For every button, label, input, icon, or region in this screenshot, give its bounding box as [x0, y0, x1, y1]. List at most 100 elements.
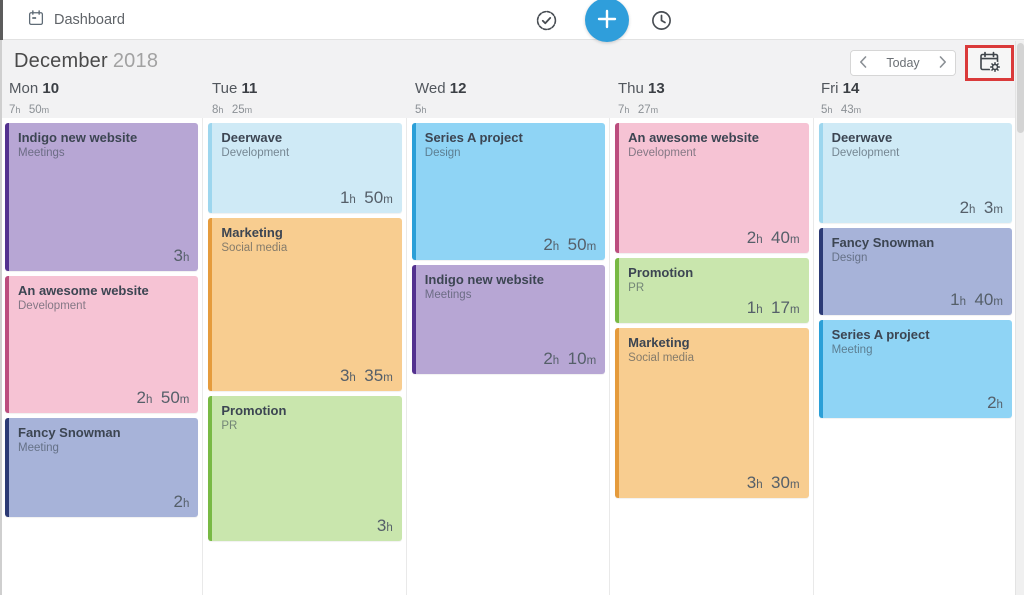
- day-column-thu: An awesome website Development 2h 40m Promo…: [610, 118, 814, 595]
- year-label: 2018: [112, 50, 159, 72]
- event-card[interactable]: Series A project Meeting 2h: [818, 320, 1012, 418]
- event-duration: 3h: [376, 516, 393, 535]
- event-title: Marketing: [628, 335, 690, 350]
- timer-clock-button[interactable]: [649, 8, 673, 32]
- event-category: Development: [831, 147, 900, 160]
- window-edge-dark: [0, 0, 3, 40]
- event-card[interactable]: Fancy Snowman Meeting 2h: [5, 418, 199, 517]
- day-label: Thu 13: [618, 80, 665, 97]
- event-category: Design: [424, 147, 461, 160]
- day-header-wed: Wed 12 5h: [406, 80, 609, 118]
- event-category: Meetings: [18, 147, 65, 160]
- event-card[interactable]: Series A project Design 2h 50m: [411, 123, 606, 260]
- event-duration: 2h 3m: [959, 198, 1003, 217]
- day-label: Wed 12: [415, 80, 467, 97]
- event-title: Deerwave: [221, 130, 283, 145]
- dashboard-calendar-icon: [27, 9, 45, 32]
- event-title: Marketing: [221, 225, 283, 240]
- page-title: Dashboard: [54, 12, 125, 28]
- event-duration: 3h 30m: [746, 473, 800, 492]
- event-card[interactable]: Deerwave Development 1h 50m: [208, 123, 402, 213]
- day-column-mon: Indigo new website Meetings 3h An awesome w…: [0, 118, 204, 595]
- event-title: Series A project: [831, 327, 930, 342]
- vertical-scrollbar[interactable]: [1015, 41, 1024, 595]
- day-total: 8h 25m: [212, 104, 253, 116]
- event-title: Deerwave: [831, 130, 893, 145]
- event-card[interactable]: An awesome website Development 2h 40m: [615, 123, 809, 253]
- event-title: Series A project: [424, 130, 523, 145]
- day-column-wed: Series A project Design 2h 50m Indigo new w…: [407, 118, 611, 595]
- month-label: December: [14, 50, 108, 72]
- day-header-fri: Fri 14 5h 43m: [812, 80, 1015, 118]
- event-card[interactable]: An awesome website Development 2h 50m: [5, 276, 199, 413]
- date-nav-group: Today: [850, 50, 956, 76]
- calendar-settings-button[interactable]: [970, 48, 1010, 78]
- prev-week-button[interactable]: [851, 51, 875, 75]
- week-board: Indigo new website Meetings 3h An awesome w…: [0, 118, 1017, 595]
- chevron-left-icon: [859, 55, 867, 71]
- event-category: Development: [18, 300, 86, 313]
- day-label: Fri 14: [821, 80, 860, 97]
- event-card[interactable]: Deerwave Development 2h 3m: [818, 123, 1012, 223]
- day-label: Tue 11: [212, 80, 258, 97]
- event-duration: 2h: [173, 492, 190, 511]
- day-column-tue: Deerwave Development 1h 50m Marketing Social…: [203, 118, 407, 595]
- day-total: 7h 50m: [9, 104, 50, 116]
- event-title: Promotion: [221, 403, 287, 418]
- event-duration: 2h 50m: [543, 235, 597, 254]
- calendar-gear-icon: [978, 50, 1002, 77]
- event-card[interactable]: Fancy Snowman Design 1h 40m: [818, 228, 1012, 315]
- day-header-row: Mon 10 7h 50m Tue 11 8h 25m Wed 12 5h Thu 13 7h…: [0, 80, 1015, 118]
- day-label: Mon 10: [9, 80, 60, 97]
- event-card[interactable]: Indigo new website Meetings 3h: [5, 123, 199, 271]
- day-total: 7h 27m: [618, 104, 659, 116]
- top-bar: Dashboard: [0, 0, 1024, 42]
- event-category: Development: [221, 147, 290, 160]
- event-category: Social media: [628, 352, 695, 365]
- event-card[interactable]: Marketing Social media 3h 30m: [615, 328, 809, 498]
- day-column-fri: Deerwave Development 2h 3m Fancy Snowman Des…: [814, 118, 1017, 595]
- next-week-button[interactable]: [931, 51, 955, 75]
- day-total: 5h 43m: [821, 104, 862, 116]
- event-title: An awesome website: [628, 130, 759, 145]
- calendar-header: December 2018 Today: [0, 40, 1024, 118]
- event-title: Fancy Snowman: [18, 425, 121, 440]
- day-header-tue: Tue 11 8h 25m: [203, 80, 406, 118]
- event-category: Design: [831, 252, 868, 265]
- window-edge-light: [0, 40, 2, 595]
- event-category: PR: [628, 282, 645, 295]
- add-entry-button[interactable]: [585, 0, 629, 42]
- event-duration: 1h 50m: [339, 188, 393, 207]
- event-category: PR: [221, 420, 238, 433]
- event-duration: 3h 35m: [339, 366, 393, 385]
- event-card[interactable]: Promotion PR 3h: [208, 396, 402, 541]
- app-brand: Dashboard: [27, 0, 125, 40]
- today-button[interactable]: Today: [875, 51, 931, 75]
- event-title: Indigo new website: [424, 272, 544, 287]
- event-title: Indigo new website: [18, 130, 138, 145]
- event-category: Development: [628, 147, 696, 160]
- event-duration: 1h 40m: [950, 290, 1003, 309]
- day-header-thu: Thu 13 7h 27m: [609, 80, 812, 118]
- scrollbar-thumb[interactable]: [1017, 43, 1024, 133]
- event-title: An awesome website: [18, 283, 149, 298]
- period-title: December 2018: [14, 50, 158, 73]
- event-title: Fancy Snowman: [831, 235, 935, 250]
- topbar-actions: [0, 0, 1024, 42]
- event-category: Meeting: [18, 442, 59, 455]
- event-card[interactable]: Indigo new website Meetings 2h 10m: [411, 265, 606, 374]
- event-duration: 1h 17m: [746, 298, 800, 317]
- day-total: 5h: [415, 104, 427, 116]
- event-category: Meetings: [424, 289, 472, 302]
- day-header-mon: Mon 10 7h 50m: [0, 80, 203, 118]
- event-duration: 2h 40m: [746, 228, 800, 247]
- event-category: Social media: [221, 242, 288, 255]
- chevron-right-icon: [939, 55, 947, 71]
- annotation-highlight: [965, 45, 1014, 81]
- event-title: Promotion: [628, 265, 694, 280]
- event-duration: 2h: [987, 393, 1003, 412]
- event-card[interactable]: Marketing Social media 3h 35m: [208, 218, 402, 391]
- event-card[interactable]: Promotion PR 1h 17m: [615, 258, 809, 323]
- approve-badge-check-button[interactable]: [534, 8, 558, 32]
- event-duration: 2h 50m: [136, 388, 190, 407]
